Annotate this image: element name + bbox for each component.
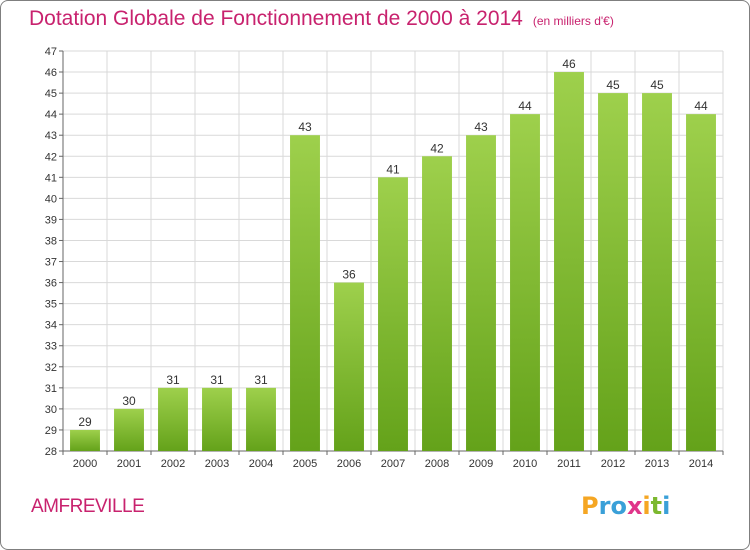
logo-letter: i: [642, 492, 651, 520]
logo-letter: o: [610, 492, 627, 520]
y-tick-label: 39: [45, 214, 57, 226]
bar-value-label: 31: [166, 373, 180, 387]
x-tick-label: 2008: [425, 458, 449, 470]
bar-2012: [598, 93, 628, 452]
y-tick-label: 37: [45, 257, 57, 269]
bar-value-label: 43: [474, 120, 488, 134]
bar-value-label: 45: [606, 78, 620, 92]
y-tick-label: 46: [45, 67, 57, 79]
y-tick-label: 38: [45, 235, 57, 247]
chart-title-text: Dotation Globale de Fonctionnement de 20…: [29, 7, 523, 30]
x-tick-label: 2003: [205, 458, 229, 470]
bar-value-label: 30: [122, 394, 136, 408]
bar-value-label: 29: [78, 415, 92, 429]
bar-2010: [510, 114, 540, 451]
x-tick-label: 2014: [689, 458, 713, 470]
y-tick-label: 28: [45, 446, 57, 458]
x-tick-label: 2005: [293, 458, 317, 470]
bar-2007: [378, 177, 408, 451]
logo-letter: t: [650, 492, 663, 520]
y-tick-label: 35: [45, 299, 57, 311]
chart-title: Dotation Globale de Fonctionnement de 20…: [29, 7, 614, 31]
logo-letter: P: [581, 492, 599, 520]
y-tick-label: 47: [45, 46, 57, 58]
y-tick-label: 44: [45, 109, 57, 121]
logo-letter: r: [598, 492, 611, 520]
bar-value-label: 31: [254, 373, 268, 387]
y-tick-label: 45: [45, 88, 57, 100]
y-tick-label: 36: [45, 278, 57, 290]
bar-2001: [114, 408, 144, 451]
x-tick-label: 2004: [249, 458, 273, 470]
y-tick-label: 43: [45, 130, 57, 142]
bar-2003: [202, 387, 232, 451]
bar-value-label: 42: [430, 141, 444, 155]
x-tick-label: 2001: [117, 458, 141, 470]
y-tick-label: 29: [45, 425, 57, 437]
labels: 28 29 30 31 32 33 34 35 36 37 38 39 40 41 42 43 44 45 46 47…: [45, 46, 713, 470]
logo-letter: x: [626, 492, 643, 520]
chart-subtitle: (en milliers d'€): [532, 14, 614, 28]
x-tick-label: 2012: [601, 458, 625, 470]
bar-value-label: 31: [210, 373, 224, 387]
commune-name: AMFREVILLE: [31, 496, 145, 517]
bar-2009: [466, 135, 496, 452]
bar-2011: [554, 72, 584, 451]
bar-value-label: 36: [342, 268, 356, 282]
bar-2013: [642, 93, 672, 452]
x-tick-label: 2007: [381, 458, 405, 470]
y-tick-label: 32: [45, 362, 57, 374]
y-tick-label: 31: [45, 383, 57, 395]
bar-2008: [422, 156, 452, 451]
x-tick-label: 2009: [469, 458, 493, 470]
y-tick-label: 40: [45, 193, 57, 205]
bar-2006: [334, 282, 364, 451]
bars: [70, 72, 716, 452]
bar-value-label: 44: [694, 99, 708, 113]
bar-value-label: 46: [562, 57, 576, 71]
bar-value-label: 44: [518, 99, 532, 113]
bar-value-label: 45: [650, 78, 664, 92]
bar-2014: [686, 114, 716, 451]
y-tick-label: 42: [45, 151, 57, 163]
bar-2004: [246, 387, 276, 451]
x-tick-label: 2000: [73, 458, 97, 470]
bar-2005: [290, 135, 320, 452]
y-tick-label: 41: [45, 172, 57, 184]
proxiti-logo: Proxiti: [581, 492, 670, 520]
x-tick-label: 2013: [645, 458, 669, 470]
x-tick-label: 2011: [557, 458, 581, 470]
x-tick-label: 2002: [161, 458, 185, 470]
bar-value-label: 43: [298, 120, 312, 134]
x-tick-label: 2010: [513, 458, 537, 470]
bar-2002: [158, 387, 188, 451]
bar-value-label: 41: [386, 162, 400, 176]
y-tick-label: 33: [45, 341, 57, 353]
x-tick-label: 2006: [337, 458, 361, 470]
y-tick-label: 34: [45, 320, 57, 332]
logo-letter: i: [662, 492, 671, 520]
bar-2000: [70, 429, 100, 451]
y-tick-label: 30: [45, 404, 57, 416]
